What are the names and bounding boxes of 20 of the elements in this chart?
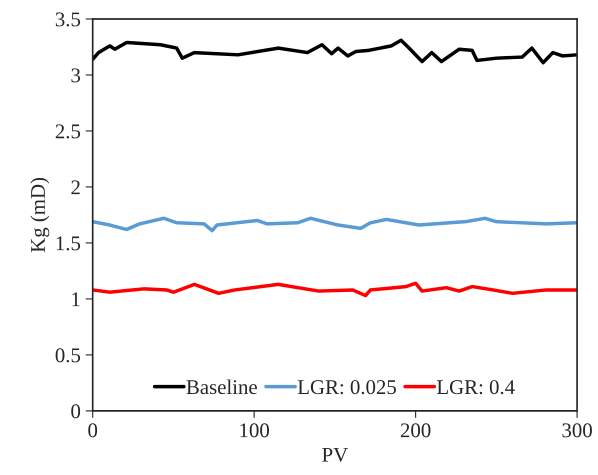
y-tick-label: 0.5 <box>56 348 80 362</box>
y-tick-label: 3 <box>71 68 80 82</box>
x-tick-label: 300 <box>562 423 592 438</box>
line-series <box>92 38 578 64</box>
y-tick-label: 1 <box>72 292 80 306</box>
legend-label: LGR: 0.4 <box>436 380 515 394</box>
line-series <box>92 282 578 298</box>
legend-label: LGR: 0.025 <box>298 380 396 394</box>
y-tick-label: 2 <box>71 180 80 194</box>
line-series <box>92 216 578 232</box>
y-axis-title: Kg (mD) <box>30 178 50 252</box>
x-tick-label: 100 <box>240 423 269 438</box>
y-tick-label: 1.5 <box>56 236 80 250</box>
y-tick-label: 3.5 <box>56 12 80 27</box>
x-tick-label: 0 <box>88 423 98 438</box>
y-tick-label: 0 <box>71 404 80 418</box>
legend-label: Baseline <box>186 379 257 394</box>
x-axis-title: PV <box>322 448 348 462</box>
x-tick-label: 200 <box>400 423 430 438</box>
y-tick-label: 2.5 <box>56 124 80 138</box>
